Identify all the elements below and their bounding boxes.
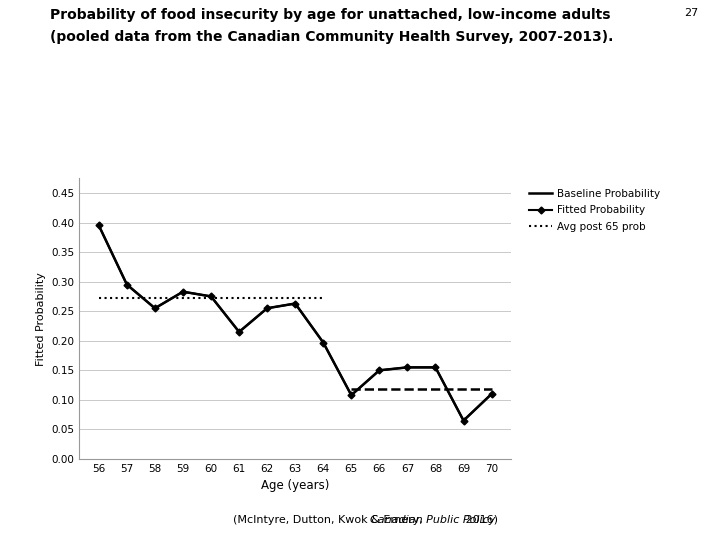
Fitted Probability xyxy=(122,281,131,288)
Text: 27: 27 xyxy=(684,8,698,18)
Avg post 65 prob xyxy=(319,295,328,301)
Baseline Probability xyxy=(235,329,243,335)
Fitted Probability xyxy=(487,391,496,397)
Legend: Baseline Probability, Fitted Probability, Avg post 65 prob: Baseline Probability, Fitted Probability… xyxy=(529,189,661,232)
Text: 2016): 2016) xyxy=(462,515,498,525)
Baseline Probability xyxy=(291,300,300,307)
Baseline Probability xyxy=(403,364,412,370)
Baseline Probability xyxy=(122,281,131,288)
Fitted Probability xyxy=(375,367,384,374)
Baseline Probability xyxy=(150,305,159,312)
Baseline Probability xyxy=(459,417,468,424)
Y-axis label: Fitted Probability: Fitted Probability xyxy=(36,272,45,366)
Baseline Probability xyxy=(347,392,356,399)
Text: (pooled data from the Canadian Community Health Survey, 2007-2013).: (pooled data from the Canadian Community… xyxy=(50,30,613,44)
Baseline Probability xyxy=(207,293,215,300)
Fitted Probability xyxy=(150,305,159,312)
Text: (McIntyre, Dutton, Kwok & Emery,: (McIntyre, Dutton, Kwok & Emery, xyxy=(233,515,426,525)
Text: Probability of food insecurity by age for unattached, low-income adults: Probability of food insecurity by age fo… xyxy=(50,8,611,22)
Baseline Probability xyxy=(319,339,328,346)
Baseline Probability xyxy=(179,288,187,295)
Fitted Probability xyxy=(207,293,215,300)
Avg post 65 prob xyxy=(94,295,103,301)
Fitted Probability xyxy=(459,417,468,424)
Fitted Probability xyxy=(291,300,300,307)
Text: Canadian Public Policy: Canadian Public Policy xyxy=(370,515,496,525)
Baseline Probability xyxy=(263,305,271,312)
Baseline Probability xyxy=(487,391,496,397)
Fitted Probability xyxy=(403,364,412,370)
Fitted Probability xyxy=(179,288,187,295)
Fitted Probability xyxy=(235,329,243,335)
Baseline Probability xyxy=(375,367,384,374)
Fitted Probability xyxy=(431,364,440,370)
Baseline Probability xyxy=(94,222,103,229)
Line: Fitted Probability: Fitted Probability xyxy=(96,223,494,423)
Line: Baseline Probability: Baseline Probability xyxy=(99,226,492,421)
X-axis label: Age (years): Age (years) xyxy=(261,480,329,492)
Fitted Probability xyxy=(94,222,103,229)
Fitted Probability xyxy=(319,339,328,346)
Fitted Probability xyxy=(347,392,356,399)
Baseline Probability xyxy=(431,364,440,370)
Fitted Probability xyxy=(263,305,271,312)
